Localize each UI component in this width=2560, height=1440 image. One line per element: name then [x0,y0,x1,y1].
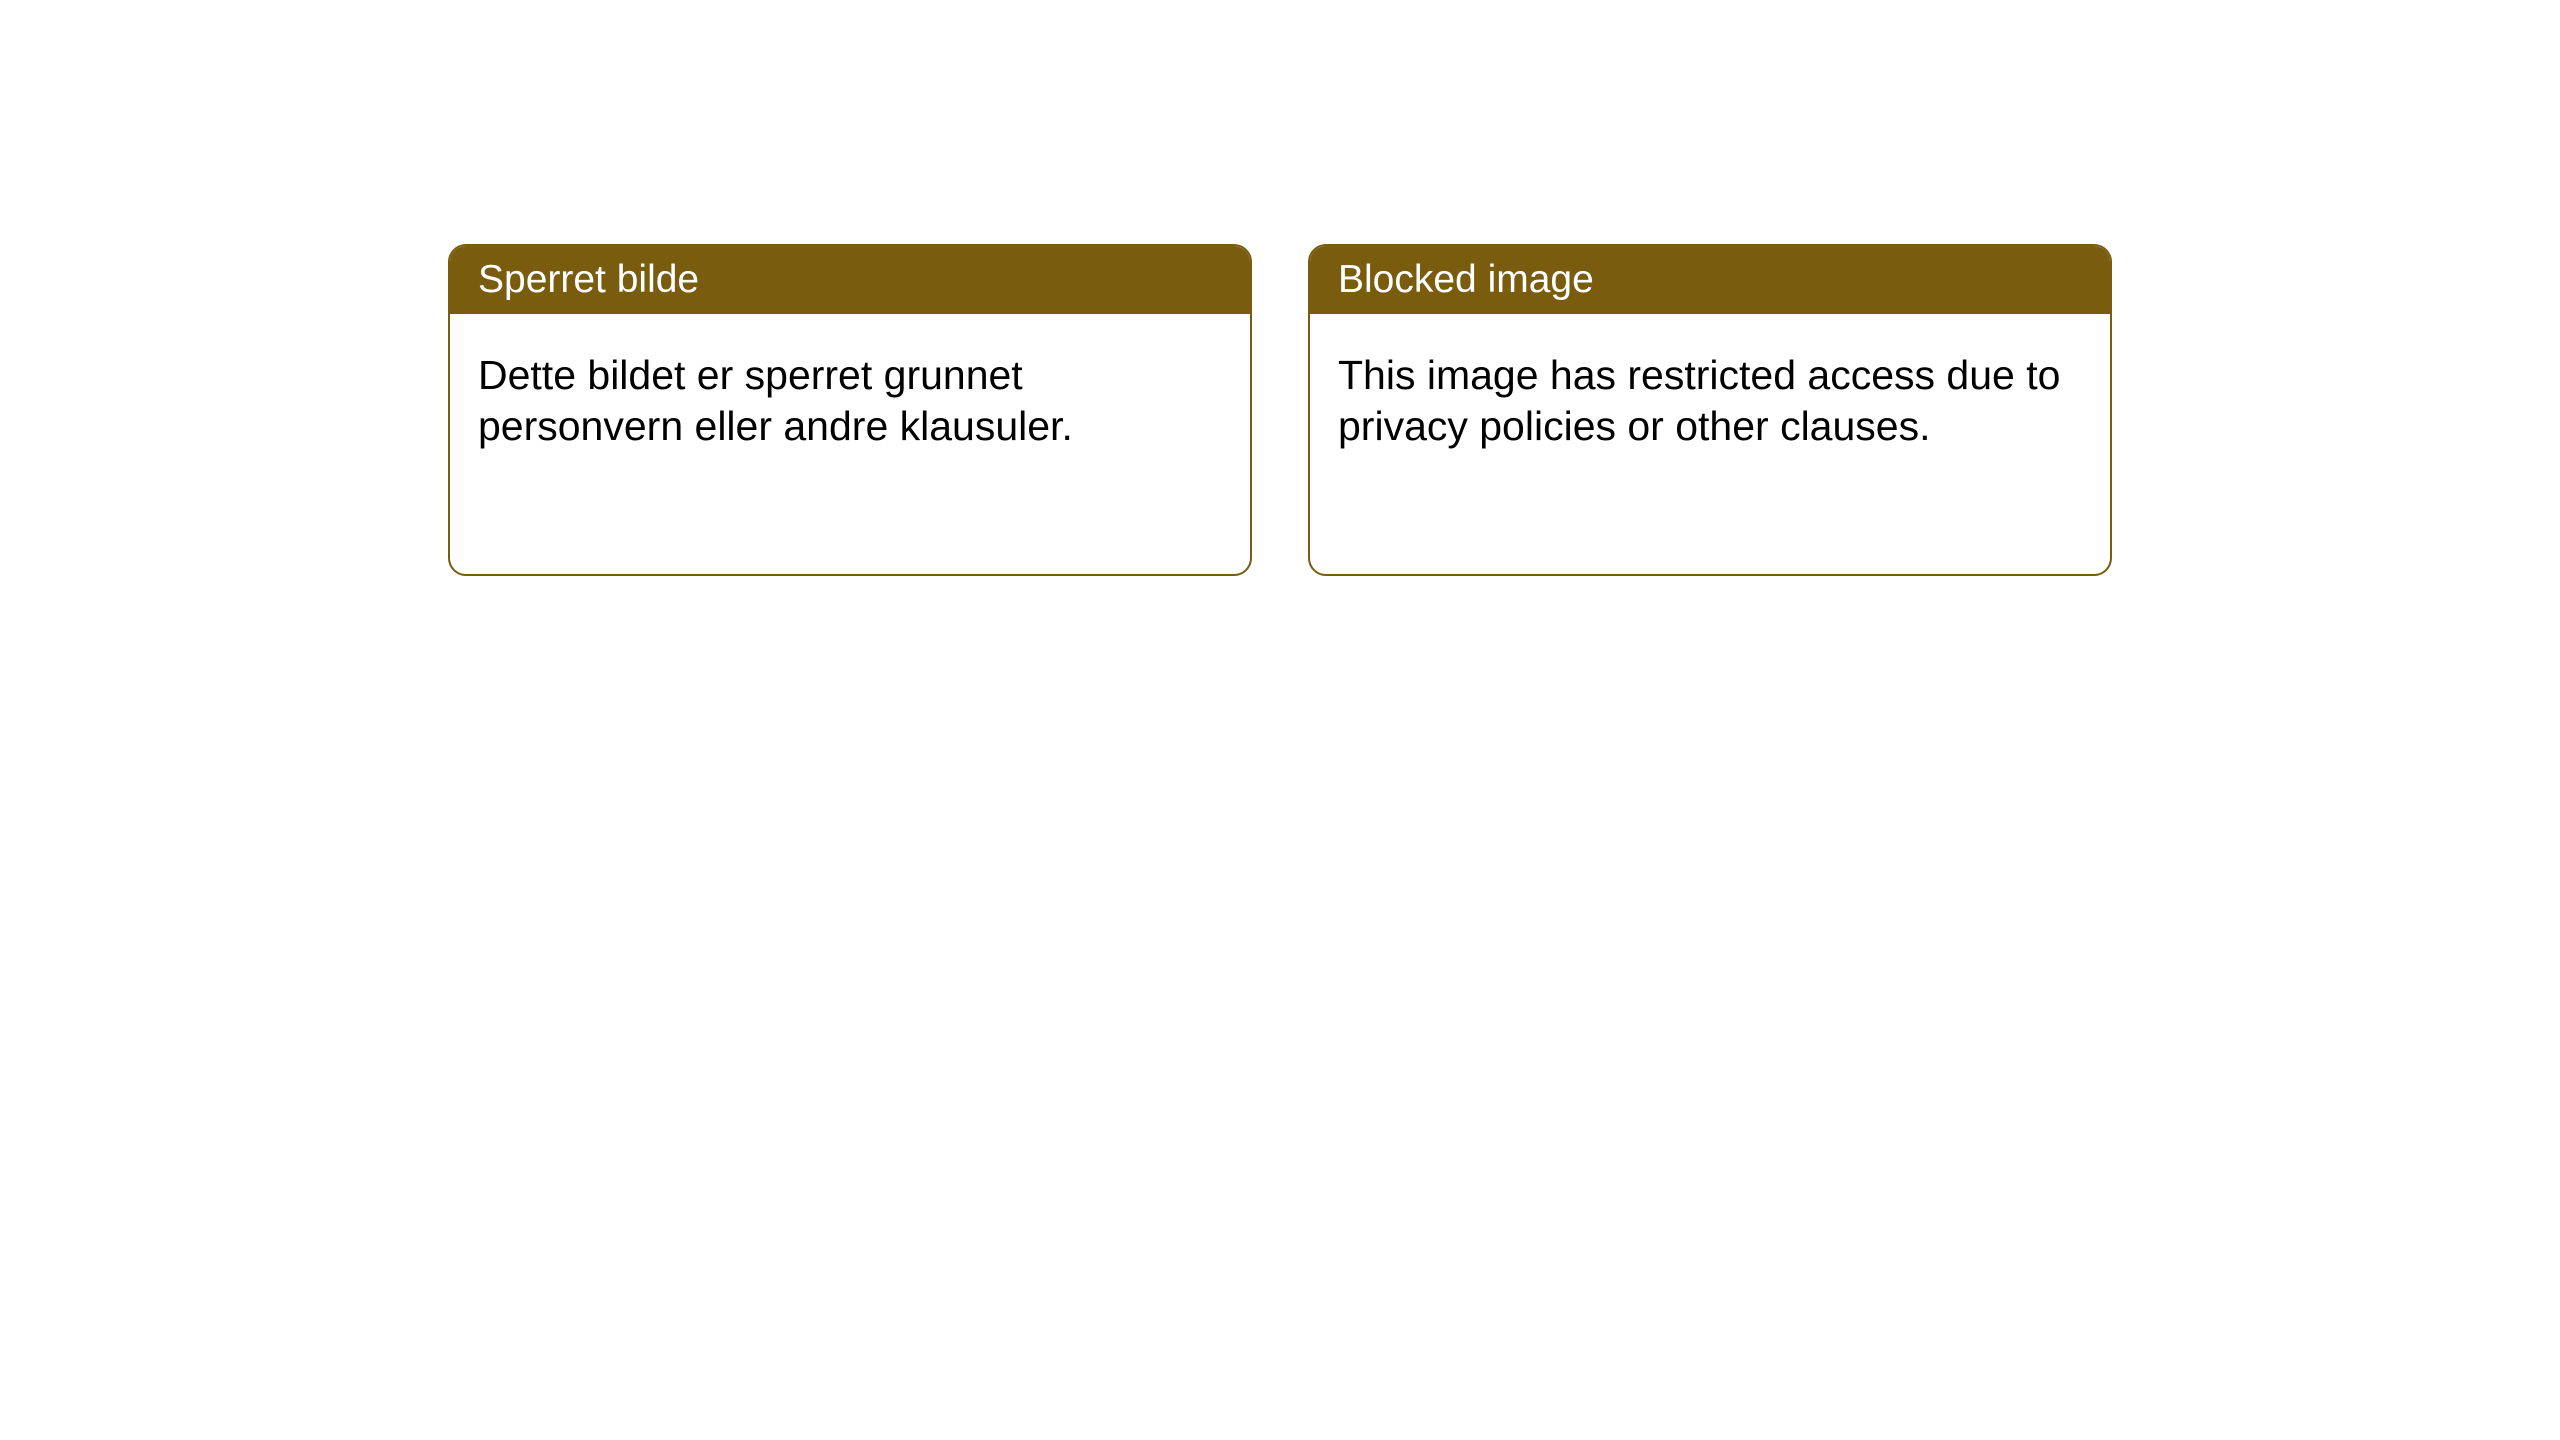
card-title: Sperret bilde [478,258,699,301]
notice-cards-container: Sperret bilde Dette bildet er sperret gr… [448,244,2112,576]
card-body-text: Dette bildet er sperret grunnet personve… [478,352,1073,449]
card-body-text: This image has restricted access due to … [1338,352,2060,449]
card-body: This image has restricted access due to … [1310,314,2110,489]
notice-card-norwegian: Sperret bilde Dette bildet er sperret gr… [448,244,1252,576]
card-title: Blocked image [1338,258,1594,301]
notice-card-english: Blocked image This image has restricted … [1308,244,2112,576]
card-header: Sperret bilde [450,246,1250,314]
card-body: Dette bildet er sperret grunnet personve… [450,314,1250,489]
card-header: Blocked image [1310,246,2110,314]
